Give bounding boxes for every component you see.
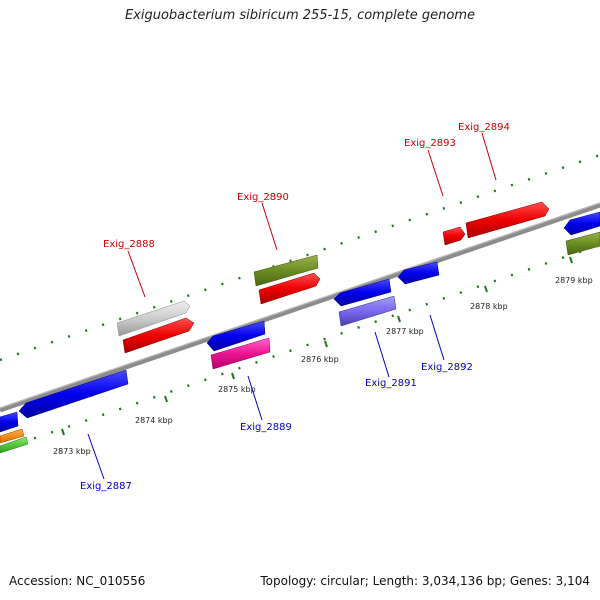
gene-2891-blue-feature[interactable] [333, 278, 392, 307]
gene-right-edge-olive[interactable] [565, 231, 600, 256]
leader-exig-2891 [374, 331, 390, 378]
ruler-tick-2875 [231, 372, 235, 380]
ruler-label-2877: 2877 kbp [386, 327, 424, 336]
label-exig-2891[interactable]: Exig_2891 [365, 378, 417, 389]
label-exig-2889[interactable]: Exig_2889 [240, 422, 292, 433]
genome-backbone [0, 202, 600, 413]
leader-exig-2888 [127, 250, 146, 298]
gene-exig-2893[interactable] [442, 226, 466, 246]
gene-exig-2890[interactable] [258, 272, 321, 305]
label-exig-2893[interactable]: Exig_2893 [404, 138, 456, 149]
ruler-tick-2874 [164, 395, 168, 403]
leader-exig-2890 [261, 202, 278, 251]
leader-exig-2892 [429, 314, 445, 361]
leader-exig-2887 [87, 433, 105, 480]
ruler-label-2874: 2874 kbp [135, 416, 173, 425]
ruler-label-2876: 2876 kbp [301, 355, 339, 364]
gene-2889-blue-feature[interactable] [206, 320, 266, 352]
ruler-label-2873: 2873 kbp [53, 447, 91, 456]
gene-2888-shadow-feature[interactable] [116, 300, 191, 337]
ruler-tick-2877 [397, 315, 401, 323]
ruler-label-2879: 2879 kbp [555, 276, 593, 285]
ruler-tick-2876 [324, 340, 328, 348]
ruler-label-2875: 2875 kbp [218, 385, 256, 394]
genome-summary-text: Topology: circular; Length: 3,034,136 bp… [260, 574, 590, 588]
ruler-tick-2878 [484, 285, 488, 293]
label-exig-2888[interactable]: Exig_2888 [103, 239, 155, 250]
map-title: Exiguobacterium sibiricum 255-15, comple… [124, 8, 476, 23]
accession-text: Accession: NC_010556 [9, 574, 146, 588]
label-exig-2887[interactable]: Exig_2887 [80, 481, 132, 492]
ruler-tick-2879 [569, 256, 573, 264]
gene-right-edge-blue[interactable] [563, 211, 600, 236]
label-exig-2894[interactable]: Exig_2894 [458, 122, 510, 133]
gene-2890-olive-feature[interactable] [253, 254, 319, 287]
gene-exig-2888[interactable] [122, 317, 195, 354]
gene-left-edge-green[interactable] [0, 436, 29, 454]
leader-exig-2893 [427, 149, 444, 197]
gene-exig-2887[interactable] [18, 369, 129, 419]
reverse-tick-track [0, 243, 600, 452]
leader-exig-2889 [247, 375, 263, 421]
label-exig-2890[interactable]: Exig_2890 [237, 192, 289, 203]
gene-left-edge-blue[interactable] [0, 411, 19, 433]
leader-exig-2894 [481, 132, 497, 181]
genome-backbone-highlight [0, 202, 600, 409]
gene-exig-2891[interactable] [338, 295, 397, 327]
ruler-tick-2873 [61, 428, 65, 436]
label-exig-2892[interactable]: Exig_2892 [421, 362, 473, 373]
gene-exig-2892[interactable] [397, 261, 440, 285]
ruler-label-2878: 2878 kbp [470, 302, 508, 311]
gene-exig-2894[interactable] [465, 201, 550, 239]
forward-tick-track [0, 153, 600, 362]
gene-exig-2889[interactable] [210, 337, 271, 370]
gene-left-edge-orange[interactable] [0, 428, 25, 444]
